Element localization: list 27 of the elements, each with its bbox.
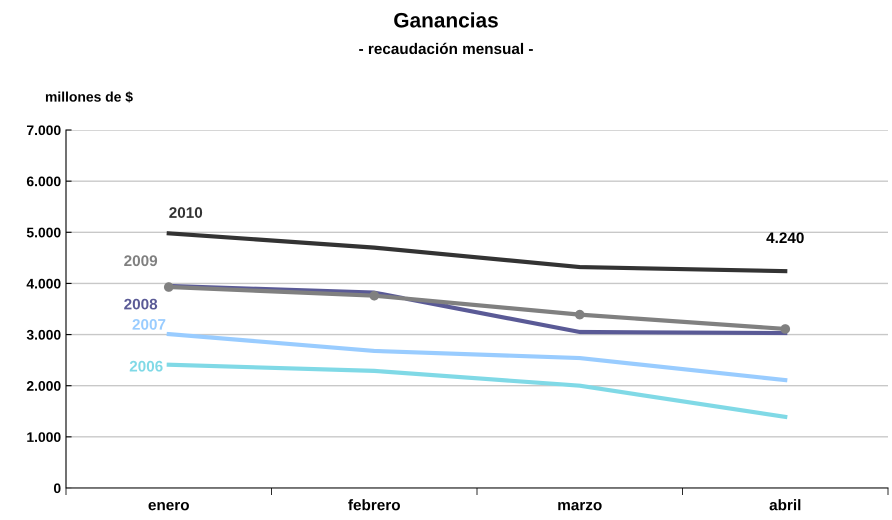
x-tick-label: abril xyxy=(770,499,800,510)
x-tick-label: febrero xyxy=(348,499,400,510)
x-tick-label: enero xyxy=(148,502,189,510)
y-tick-label: 3.000 xyxy=(26,330,61,340)
point xyxy=(780,324,790,334)
y-tick-label: 4.000 xyxy=(26,278,61,289)
y-axis-title: millones de $ xyxy=(46,91,133,103)
x-tick-label: marzo xyxy=(558,502,602,510)
y-tick-label: 5.000 xyxy=(26,228,61,238)
data-label: 4.240 xyxy=(766,232,804,244)
line-series xyxy=(166,362,788,419)
y-tick-label: 2.000 xyxy=(26,381,61,391)
line-series xyxy=(166,332,788,382)
point xyxy=(164,282,174,292)
chart-title: Ganancias xyxy=(394,12,498,28)
y-tick-label: 7.000 xyxy=(26,125,61,136)
y-tick-label: 0 xyxy=(54,483,61,494)
y-tick-label: 1.000 xyxy=(27,432,61,442)
series-label: 2009 xyxy=(124,255,158,266)
series-label: 2006 xyxy=(130,360,163,372)
series-label: 2007 xyxy=(132,319,166,330)
point xyxy=(574,310,585,320)
y-tick-label: 6.000 xyxy=(26,176,61,186)
series-label: 2010 xyxy=(169,207,202,218)
chart-subtitle: - recaudación mensual - xyxy=(359,42,533,54)
point xyxy=(369,290,380,301)
series-label: 2008 xyxy=(124,298,158,310)
